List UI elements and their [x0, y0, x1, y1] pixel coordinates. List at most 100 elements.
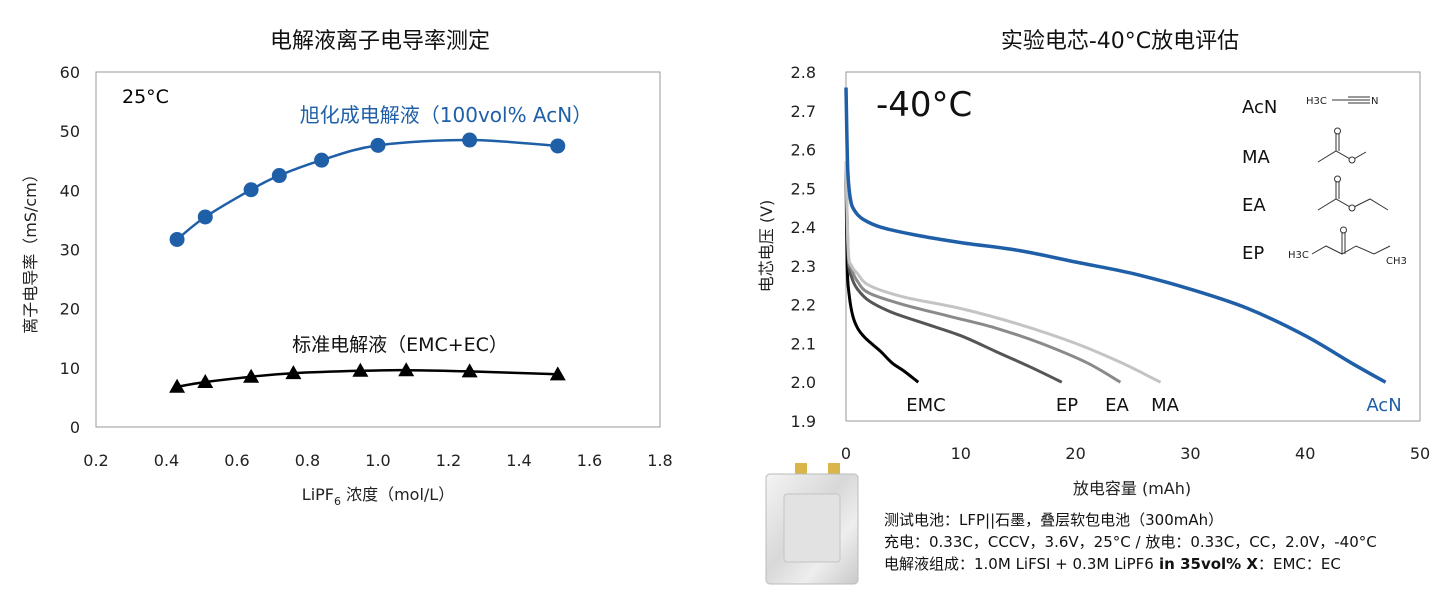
data-point — [314, 152, 330, 168]
data-point — [462, 132, 478, 148]
note-electrolyte-part-a: 电解液组成：1.0M LiFSI + 0.3M LiPF6 — [884, 555, 1154, 573]
structure-atom-h3c: H3C — [1306, 96, 1327, 107]
data-point — [271, 168, 287, 184]
note-electrolyte-part-c: ：EMC：EC — [1258, 555, 1341, 573]
x-tick-label: 50 — [1410, 444, 1430, 463]
discharge-curve-emc — [844, 168, 920, 384]
x-tick-label: 0 — [841, 444, 851, 463]
plot-frame — [95, 71, 661, 428]
discharge-chart: 实验电芯-40°C放电评估 0 10 20 30 40 50 1.9 2.0 2.1 2.2 2.… — [757, 29, 1430, 498]
y-tick-label: 40 — [60, 181, 80, 200]
pouch-cell-photo-icon — [765, 463, 859, 585]
x-tick-label: 10 — [951, 444, 971, 463]
x-tick-label: 20 — [1065, 444, 1085, 463]
chart-title: 电解液离子电导率测定 — [270, 29, 490, 54]
data-point — [285, 365, 302, 380]
data-point — [197, 209, 213, 225]
data-point — [169, 378, 186, 393]
y-tick-label: 60 — [60, 63, 80, 82]
note-line-electrolyte: 电解液组成：1.0M LiFSI + 0.3M LiPF6 in 35vol% … — [884, 555, 1341, 573]
x-axis-label-subscript: 6 — [334, 495, 341, 508]
y-tick-labels: 0 10 20 30 40 50 60 — [60, 63, 80, 437]
discharge-curve-acn — [844, 87, 1387, 384]
molecule-label-ma: MA — [1242, 147, 1271, 168]
chart-title: 实验电芯-40°C放电评估 — [1001, 29, 1239, 54]
y-tick-label: 0 — [70, 418, 80, 437]
x-axis-label: LiPF6 浓度（mol/L） — [302, 485, 454, 508]
data-point — [370, 137, 386, 153]
y-tick-label: 30 — [60, 241, 80, 260]
acetonitrile-structure-icon: H3C N — [1306, 96, 1378, 107]
data-point — [550, 138, 566, 154]
y-tick-label: 2.2 — [791, 296, 816, 315]
structure-atom-n: N — [1371, 96, 1378, 107]
x-axis-label-rest: 浓度（mol/L） — [341, 485, 454, 504]
molecule-label-acn: AcN — [1242, 97, 1277, 118]
ethyl-propionate-structure-icon: H3C CH3 — [1288, 226, 1407, 267]
y-tick-label: 1.9 — [791, 412, 816, 431]
discharge-curve-ep — [844, 168, 1063, 384]
note-line-charge: 充电：0.33C，CCCV，3.6V，25°C / 放电：0.33C，CC，2.… — [884, 533, 1377, 551]
data-point — [398, 362, 415, 377]
x-tick-label: 40 — [1295, 444, 1315, 463]
methyl-acetate-structure-icon — [1317, 127, 1367, 164]
curve-label-ep: EP — [1056, 395, 1078, 416]
ethyl-acetate-structure-icon — [1317, 175, 1389, 212]
x-axis-label: 放电容量 (mAh) — [1073, 479, 1191, 498]
curve-label-ea: EA — [1105, 395, 1129, 416]
temperature-annotation: 25°C — [122, 86, 169, 108]
structure-atom-h3c: H3C — [1288, 250, 1309, 261]
data-point — [461, 363, 478, 378]
y-tick-label: 2.4 — [791, 218, 816, 237]
y-tick-label: 2.6 — [791, 141, 816, 160]
y-axis-label: 电芯电压 (V) — [757, 200, 776, 293]
x-tick-labels: 0.2 0.4 0.6 0.8 1.0 1.2 1.4 1.6 1.8 — [83, 451, 672, 470]
data-point — [169, 231, 185, 247]
curve-label-ma: MA — [1151, 395, 1180, 416]
y-tick-label: 2.0 — [791, 373, 816, 392]
note-line-cell: 测试电池：LFP||石墨，叠层软包电池（300mAh） — [884, 511, 1223, 529]
y-tick-label: 50 — [60, 122, 80, 141]
y-tick-label: 2.8 — [791, 63, 816, 82]
series-line-acn — [176, 138, 558, 241]
data-point — [352, 362, 369, 377]
data-point — [243, 368, 260, 383]
y-tick-label: 2.7 — [791, 102, 816, 121]
structure-atom-ch3: CH3 — [1386, 256, 1407, 267]
x-tick-label: 30 — [1180, 444, 1200, 463]
discharge-curve-ma — [844, 161, 1162, 384]
test-conditions-notes: 测试电池：LFP||石墨，叠层软包电池（300mAh） 充电：0.33C，CCC… — [884, 511, 1377, 573]
x-tick-label: 1.0 — [365, 451, 390, 470]
x-tick-label: 0.4 — [154, 451, 179, 470]
series-markers-acn — [169, 132, 566, 247]
data-point — [197, 374, 214, 389]
series-label-acn: 旭化成电解液（100vol% AcN） — [300, 103, 592, 127]
x-axis-label-main: LiPF — [302, 485, 334, 504]
y-tick-labels: 1.9 2.0 2.1 2.2 2.3 2.4 2.5 2.6 2.7 2.8 — [791, 63, 816, 431]
x-tick-label: 1.6 — [577, 451, 602, 470]
data-point — [243, 182, 259, 198]
y-tick-label: 20 — [60, 300, 80, 319]
y-tick-label: 2.3 — [791, 257, 816, 276]
discharge-curves — [844, 87, 1387, 384]
conductivity-chart: 电解液离子电导率测定 0.2 0.4 0.6 0.8 1.0 1.2 1.4 1.6 1.8 0… — [21, 29, 673, 508]
x-tick-label: 0.6 — [224, 451, 249, 470]
temperature-annotation: -40°C — [876, 85, 972, 125]
y-axis-label: 离子电导率（mS/cm） — [21, 166, 40, 334]
series-markers-standard — [169, 362, 566, 393]
x-tick-label: 0.2 — [83, 451, 108, 470]
molecule-legend: AcN MA EA EP H3C N — [1242, 96, 1407, 267]
curve-label-emc: EMC — [906, 395, 945, 416]
x-tick-labels: 0 10 20 30 40 50 — [841, 444, 1430, 463]
y-tick-label: 2.1 — [791, 334, 816, 353]
y-tick-label: 10 — [60, 359, 80, 378]
molecule-label-ep: EP — [1242, 243, 1264, 264]
x-tick-label: 1.4 — [506, 451, 531, 470]
x-tick-label: 1.2 — [436, 451, 461, 470]
molecule-label-ea: EA — [1242, 195, 1266, 216]
series-line-standard — [176, 368, 558, 389]
x-tick-label: 0.8 — [295, 451, 320, 470]
x-tick-label: 1.8 — [647, 451, 672, 470]
y-tick-label: 2.5 — [791, 179, 816, 198]
